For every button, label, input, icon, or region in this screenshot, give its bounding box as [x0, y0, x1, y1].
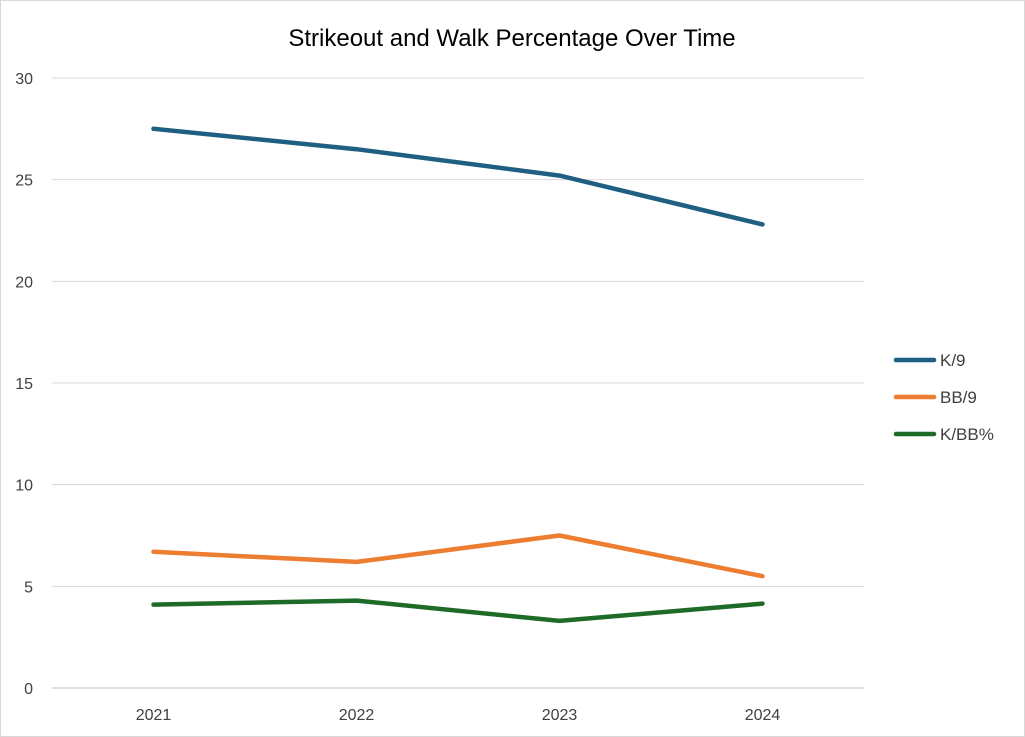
- y-tick-label: 30: [15, 71, 33, 88]
- legend-label: K/9: [940, 351, 966, 370]
- chart-title: Strikeout and Walk Percentage Over Time: [288, 25, 735, 52]
- y-tick-label: 10: [15, 478, 33, 495]
- gridlines: [52, 77, 864, 689]
- x-tick-label: 2022: [339, 707, 375, 724]
- series-lines: [151, 126, 765, 624]
- y-tick-label: 5: [24, 579, 33, 596]
- series-line-k-bb-: [151, 598, 765, 624]
- legend-label: K/BB%: [940, 425, 994, 444]
- x-tick-label: 2021: [136, 707, 172, 724]
- y-tick-label: 25: [15, 173, 33, 190]
- y-tick-label: 15: [15, 376, 33, 393]
- legend-label: BB/9: [940, 388, 977, 407]
- y-tick-label: 20: [15, 274, 33, 291]
- x-tick-label: 2024: [745, 707, 781, 724]
- y-axis: 0 5 10 15 20 25 30: [15, 71, 33, 698]
- x-tick-label: 2023: [542, 707, 578, 724]
- legend: K/9 BB/9 K/BB%: [893, 351, 994, 444]
- y-tick-label: 0: [24, 681, 33, 698]
- x-axis: 2021 2022 2023 2024: [136, 707, 781, 724]
- series-line-k-9: [151, 126, 765, 227]
- series-line-bb-9: [151, 533, 765, 579]
